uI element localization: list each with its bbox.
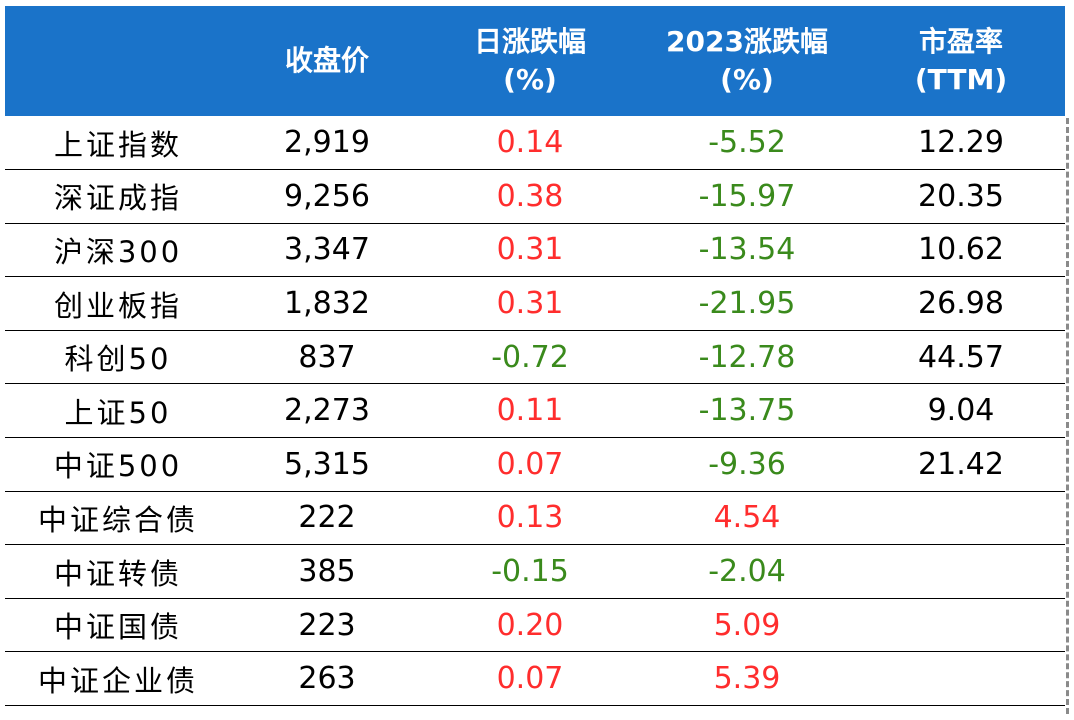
table-row: 上证50 2,273 0.11 -13.75 9.04 — [5, 383, 1065, 439]
cell-daily-change: 0.31 — [423, 223, 637, 278]
header-pe: 市盈率 (TTM) — [857, 6, 1065, 116]
table-row: 中证综合债 222 0.13 4.54 — [5, 491, 1065, 546]
cell-daily-change: 0.11 — [423, 383, 637, 439]
cell-close-price: 263 — [231, 651, 423, 707]
cell-daily-change: -0.15 — [423, 544, 637, 599]
cell-index-name: 中证企业债 — [5, 651, 231, 707]
cell-close-price: 3,347 — [231, 223, 423, 278]
cell-daily-change: 0.31 — [423, 276, 637, 331]
cell-ytd-change: -5.52 — [637, 116, 857, 171]
cell-daily-change: 0.38 — [423, 169, 637, 224]
header-daily-change: 日涨跌幅 (%) — [423, 6, 637, 116]
cell-index-name: 沪深300 — [5, 223, 231, 278]
table-row: 沪深300 3,347 0.31 -13.54 10.62 — [5, 223, 1065, 278]
cell-pe-ttm — [857, 491, 1065, 546]
header-ytd-change: 2023涨跌幅 (%) — [637, 6, 857, 116]
cell-ytd-change: -13.54 — [637, 223, 857, 278]
cell-index-name: 科创50 — [5, 330, 231, 385]
cell-close-price: 1,832 — [231, 276, 423, 331]
cell-pe-ttm: 12.29 — [857, 116, 1065, 171]
cell-index-name: 中证国债 — [5, 598, 231, 653]
cell-pe-ttm: 9.04 — [857, 383, 1065, 439]
table-row: 中证国债 223 0.20 5.09 — [5, 598, 1065, 653]
cell-index-name: 中证转债 — [5, 544, 231, 599]
cell-ytd-change: 4.54 — [637, 491, 857, 546]
cell-ytd-change: -2.04 — [637, 544, 857, 599]
cell-ytd-change: -12.78 — [637, 330, 857, 385]
cell-pe-ttm: 44.57 — [857, 330, 1065, 385]
table-row: 科创50 837 -0.72 -12.78 44.57 — [5, 330, 1065, 385]
cell-index-name: 创业板指 — [5, 276, 231, 331]
cell-pe-ttm — [857, 598, 1065, 653]
index-table: 收盘价 日涨跌幅 (%) 2023涨跌幅 (%) 市盈率 (TTM) 上证指数 2… — [5, 6, 1065, 707]
cell-close-price: 222 — [231, 491, 423, 546]
cell-pe-ttm: 26.98 — [857, 276, 1065, 331]
cell-pe-ttm — [857, 651, 1065, 707]
table-row: 创业板指 1,832 0.31 -21.95 26.98 — [5, 276, 1065, 331]
header-daily-change-unit: (%) — [503, 63, 557, 96]
cell-pe-ttm — [857, 544, 1065, 599]
header-pe-label: 市盈率 — [918, 25, 1003, 58]
header-ytd-change-unit: (%) — [720, 63, 774, 96]
cell-close-price: 385 — [231, 544, 423, 599]
cell-index-name: 上证指数 — [5, 116, 231, 171]
cell-close-price: 223 — [231, 598, 423, 653]
cell-ytd-change: -21.95 — [637, 276, 857, 331]
cell-daily-change: 0.20 — [423, 598, 637, 653]
cell-pe-ttm: 20.35 — [857, 169, 1065, 224]
table-row: 中证转债 385 -0.15 -2.04 — [5, 544, 1065, 599]
cell-daily-change: 0.07 — [423, 437, 637, 492]
cell-close-price: 2,273 — [231, 383, 423, 439]
cell-pe-ttm: 21.42 — [857, 437, 1065, 492]
table-row: 中证500 5,315 0.07 -9.36 21.42 — [5, 437, 1065, 492]
table-row: 中证企业债 263 0.07 5.39 — [5, 651, 1065, 707]
cell-daily-change: 0.14 — [423, 116, 637, 171]
header-close: 收盘价 — [231, 6, 423, 116]
cell-pe-ttm: 10.62 — [857, 223, 1065, 278]
cell-daily-change: -0.72 — [423, 330, 637, 385]
cell-index-name: 上证50 — [5, 383, 231, 439]
header-pe-unit: (TTM) — [914, 63, 1008, 96]
cell-close-price: 2,919 — [231, 116, 423, 171]
header-daily-change-label: 日涨跌幅 — [473, 25, 586, 58]
header-ytd-change-label: 2023涨跌幅 — [666, 25, 828, 58]
header-close-label: 收盘价 — [284, 44, 369, 77]
cell-daily-change: 0.13 — [423, 491, 637, 546]
cell-daily-change: 0.07 — [423, 651, 637, 707]
table-row: 深证成指 9,256 0.38 -15.97 20.35 — [5, 169, 1065, 224]
cell-index-name: 深证成指 — [5, 169, 231, 224]
cell-index-name: 中证综合债 — [5, 491, 231, 546]
cell-ytd-change: -13.75 — [637, 383, 857, 439]
cell-close-price: 9,256 — [231, 169, 423, 224]
table-row: 上证指数 2,919 0.14 -5.52 12.29 — [5, 116, 1065, 171]
cell-ytd-change: -15.97 — [637, 169, 857, 224]
table-header: 收盘价 日涨跌幅 (%) 2023涨跌幅 (%) 市盈率 (TTM) — [5, 6, 1065, 116]
cell-close-price: 837 — [231, 330, 423, 385]
cell-index-name: 中证500 — [5, 437, 231, 492]
table-body: 上证指数 2,919 0.14 -5.52 12.29 深证成指 9,256 0.38 -15.… — [5, 116, 1065, 707]
dashed-right-border — [1066, 118, 1069, 714]
header-row: 收盘价 日涨跌幅 (%) 2023涨跌幅 (%) 市盈率 (TTM) — [5, 6, 1065, 116]
cell-close-price: 5,315 — [231, 437, 423, 492]
header-name — [5, 6, 231, 116]
cell-ytd-change: 5.39 — [637, 651, 857, 707]
cell-ytd-change: -9.36 — [637, 437, 857, 492]
cell-ytd-change: 5.09 — [637, 598, 857, 653]
